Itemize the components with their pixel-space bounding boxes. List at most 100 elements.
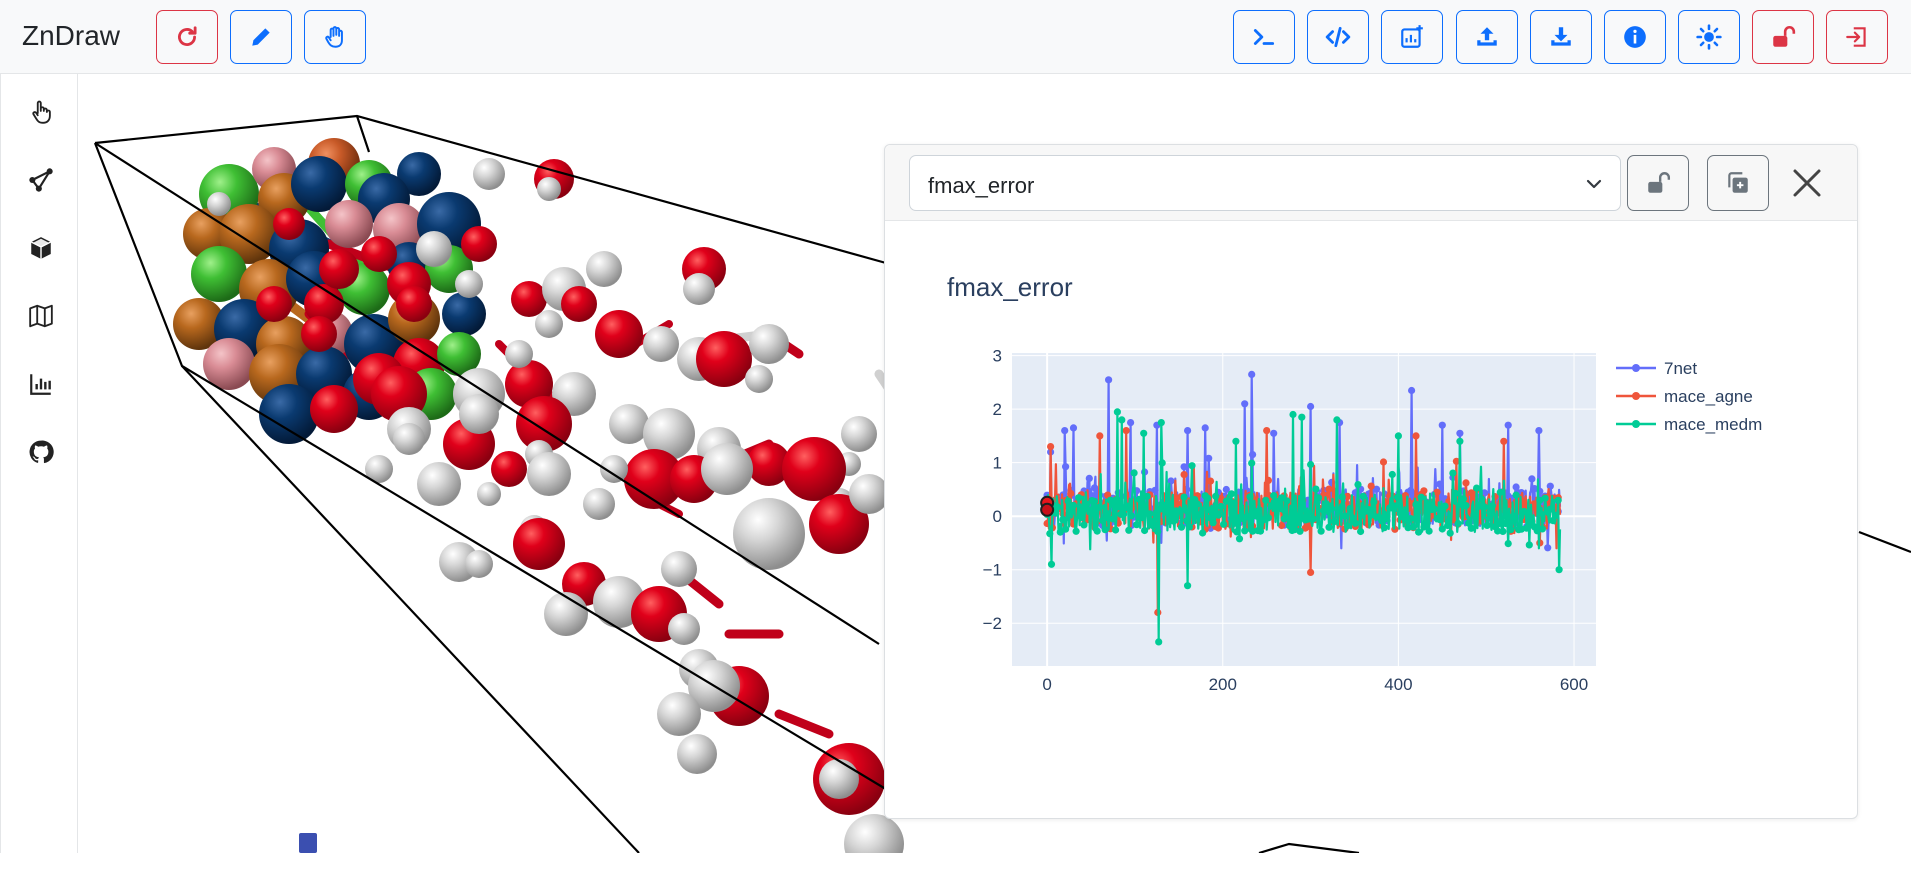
data-point[interactable] bbox=[1425, 527, 1433, 535]
data-point[interactable] bbox=[1535, 427, 1543, 435]
data-point[interactable] bbox=[1206, 477, 1215, 485]
data-point[interactable] bbox=[1307, 460, 1315, 469]
atom[interactable] bbox=[561, 286, 597, 322]
data-point[interactable] bbox=[1415, 528, 1423, 536]
data-point[interactable] bbox=[1438, 525, 1446, 533]
data-point[interactable] bbox=[1046, 530, 1054, 538]
data-point[interactable] bbox=[1222, 485, 1230, 494]
data-point[interactable] bbox=[1127, 419, 1135, 427]
atom[interactable] bbox=[544, 592, 588, 636]
data-point[interactable] bbox=[1456, 437, 1464, 445]
data-point[interactable] bbox=[1085, 506, 1093, 514]
data-point[interactable] bbox=[1296, 527, 1304, 535]
legend-item[interactable]: 7net bbox=[1616, 359, 1697, 378]
data-point[interactable] bbox=[1188, 462, 1196, 470]
atom[interactable] bbox=[661, 551, 697, 587]
data-point[interactable] bbox=[1412, 500, 1420, 508]
data-point[interactable] bbox=[1417, 493, 1425, 501]
data-point[interactable] bbox=[1370, 498, 1378, 506]
data-point[interactable] bbox=[1304, 515, 1312, 523]
data-point[interactable] bbox=[1130, 469, 1138, 477]
data-point[interactable] bbox=[1193, 500, 1201, 508]
panel-duplicate-button[interactable] bbox=[1707, 155, 1769, 211]
atom[interactable] bbox=[841, 416, 877, 452]
atom[interactable] bbox=[677, 734, 717, 774]
data-point[interactable] bbox=[1523, 524, 1531, 532]
data-point[interactable] bbox=[1388, 470, 1396, 479]
data-point[interactable] bbox=[1072, 527, 1080, 535]
data-point[interactable] bbox=[1322, 500, 1330, 508]
data-point[interactable] bbox=[1309, 515, 1317, 523]
refresh-button[interactable] bbox=[156, 10, 218, 64]
data-point[interactable] bbox=[1473, 484, 1481, 492]
data-point[interactable] bbox=[1262, 496, 1270, 504]
legend-item[interactable]: mace_agne bbox=[1616, 387, 1753, 406]
data-point[interactable] bbox=[1177, 523, 1186, 531]
atom[interactable] bbox=[809, 494, 869, 554]
data-point[interactable] bbox=[1214, 511, 1222, 519]
atom[interactable] bbox=[668, 613, 700, 645]
data-point[interactable] bbox=[1054, 503, 1062, 511]
data-point[interactable] bbox=[1227, 490, 1236, 498]
data-point[interactable] bbox=[1243, 513, 1251, 521]
data-point[interactable] bbox=[1270, 492, 1278, 500]
data-point[interactable] bbox=[1520, 507, 1528, 516]
data-point[interactable] bbox=[1249, 451, 1257, 459]
data-point[interactable] bbox=[1407, 486, 1415, 495]
data-point[interactable] bbox=[1155, 638, 1163, 646]
data-point[interactable] bbox=[1263, 427, 1271, 435]
data-point[interactable] bbox=[1275, 503, 1283, 511]
atom[interactable] bbox=[291, 156, 347, 212]
data-point[interactable] bbox=[1359, 492, 1367, 500]
data-point[interactable] bbox=[1280, 515, 1288, 523]
atom[interactable] bbox=[459, 394, 499, 434]
atom[interactable] bbox=[745, 365, 773, 393]
data-point[interactable] bbox=[1138, 513, 1146, 522]
data-point[interactable] bbox=[1248, 370, 1256, 378]
data-point[interactable] bbox=[1101, 526, 1109, 534]
data-point[interactable] bbox=[1146, 510, 1154, 518]
close-icon[interactable] bbox=[1789, 165, 1825, 201]
property-select[interactable]: fmax_error bbox=[909, 155, 1621, 211]
atom[interactable] bbox=[191, 246, 247, 302]
atom[interactable] bbox=[437, 332, 481, 376]
data-point[interactable] bbox=[1241, 400, 1249, 408]
data-point[interactable] bbox=[1246, 493, 1254, 501]
data-point[interactable] bbox=[1530, 500, 1539, 508]
atom[interactable] bbox=[657, 692, 701, 736]
atom[interactable] bbox=[256, 286, 292, 322]
data-point[interactable] bbox=[1380, 524, 1388, 532]
download-button[interactable] bbox=[1530, 10, 1592, 64]
data-point[interactable] bbox=[1075, 494, 1083, 502]
data-point[interactable] bbox=[1317, 527, 1325, 535]
data-point[interactable] bbox=[1504, 421, 1512, 429]
data-point[interactable] bbox=[1140, 429, 1148, 437]
data-point[interactable] bbox=[1378, 517, 1386, 525]
data-point[interactable] bbox=[1478, 495, 1486, 503]
data-point[interactable] bbox=[1367, 482, 1375, 490]
data-point[interactable] bbox=[1379, 458, 1388, 466]
atom[interactable] bbox=[683, 273, 715, 305]
data-point[interactable] bbox=[1422, 520, 1431, 528]
data-point[interactable] bbox=[1135, 495, 1143, 503]
data-point[interactable] bbox=[1499, 527, 1507, 535]
atom[interactable] bbox=[396, 286, 432, 322]
atom[interactable] bbox=[301, 316, 337, 352]
atom[interactable] bbox=[782, 437, 846, 501]
data-point[interactable] bbox=[1062, 525, 1070, 533]
data-point[interactable] bbox=[1096, 503, 1104, 511]
data-point[interactable] bbox=[1264, 476, 1272, 484]
data-point[interactable] bbox=[1433, 488, 1441, 496]
atom[interactable] bbox=[465, 550, 493, 578]
chart-area[interactable]: 0 200 400 600 −2 −1 0 1 2 3 7net mace_agne mace_medm bbox=[975, 347, 1815, 870]
atom[interactable] bbox=[319, 249, 359, 289]
sidebar-item-scene[interactable] bbox=[23, 230, 59, 266]
data-point[interactable] bbox=[1407, 515, 1415, 523]
data-point[interactable] bbox=[1069, 501, 1078, 510]
molecular-viewport[interactable] bbox=[79, 74, 1911, 874]
data-point[interactable] bbox=[1341, 512, 1349, 520]
atom[interactable] bbox=[473, 158, 505, 190]
data-point[interactable] bbox=[1462, 479, 1470, 487]
data-point[interactable] bbox=[1267, 502, 1275, 510]
data-point[interactable] bbox=[1248, 459, 1256, 467]
